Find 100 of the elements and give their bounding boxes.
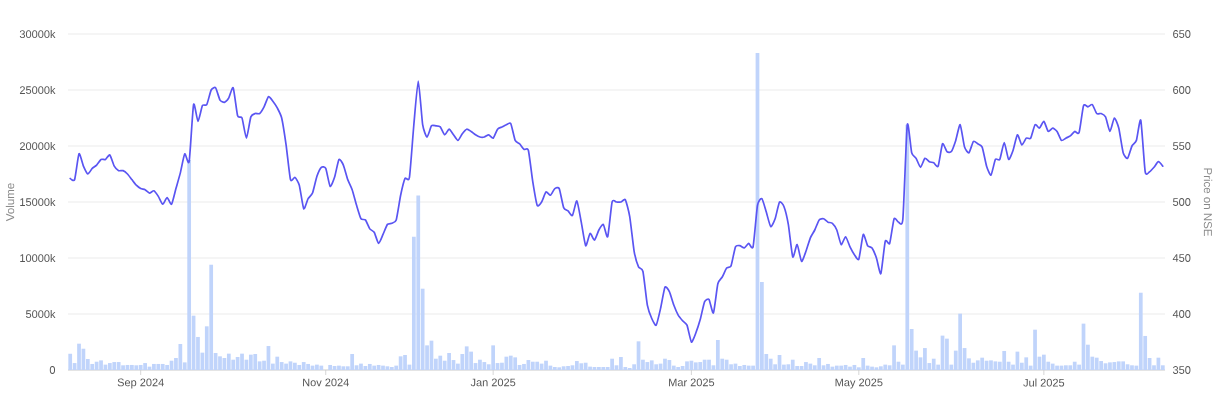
bar: [253, 353, 258, 370]
bar: [627, 367, 632, 370]
bar: [530, 361, 535, 370]
bar: [112, 362, 117, 370]
bar: [737, 365, 742, 370]
bar: [138, 364, 143, 370]
x-tick-label: Sep 2024: [117, 378, 164, 389]
bar: [94, 361, 99, 370]
y2-tick-label: 500: [1172, 198, 1191, 206]
bar: [1116, 361, 1121, 370]
bar: [535, 361, 540, 370]
bar: [1050, 363, 1055, 370]
bar: [804, 362, 808, 370]
bar: [790, 359, 795, 370]
bar: [504, 356, 509, 370]
bar: [931, 358, 936, 370]
bar: [874, 367, 879, 370]
bar: [341, 366, 346, 370]
bar: [649, 360, 654, 370]
y2-tick-label: 650: [1173, 30, 1191, 38]
bar: [619, 357, 623, 370]
bar: [1024, 357, 1029, 370]
y-tick-label: 5000k: [25, 309, 56, 319]
bar: [359, 363, 363, 370]
bar: [226, 353, 231, 370]
bar: [1041, 354, 1046, 370]
bar: [905, 124, 910, 370]
bar: [557, 367, 562, 370]
bar: [116, 362, 121, 370]
bar: [861, 358, 866, 370]
bar: [178, 344, 183, 370]
bar: [561, 366, 566, 370]
bar: [319, 365, 324, 370]
bar: [301, 362, 306, 370]
bar: [663, 358, 667, 370]
bar: [328, 364, 333, 370]
y-tick-label: 15000k: [20, 197, 56, 207]
bar: [416, 195, 421, 370]
bar: [134, 365, 139, 370]
bar: [574, 361, 579, 370]
bar: [350, 353, 355, 370]
line-series: [69, 80, 1164, 343]
bar: [707, 359, 711, 370]
bar: [579, 363, 584, 370]
bar: [1064, 365, 1068, 370]
bar: [786, 364, 791, 370]
bar: [878, 366, 883, 370]
bar: [1130, 365, 1134, 370]
y2-tick-label: 400: [1172, 310, 1191, 318]
bar: [121, 365, 125, 370]
bar: [583, 362, 588, 370]
bar: [90, 363, 95, 370]
bar: [478, 359, 482, 370]
y2-axis-title: Price on NSE: [1203, 168, 1213, 236]
bar: [248, 354, 253, 370]
bar: [923, 348, 927, 370]
bar: [130, 364, 134, 370]
bar: [143, 363, 147, 370]
bar: [1094, 357, 1099, 370]
bar: [1002, 350, 1007, 370]
bar: [218, 356, 222, 370]
bar: [367, 363, 372, 370]
x-tick-label: Jan 2025: [470, 378, 516, 387]
y-tick-label: 25000k: [19, 85, 56, 95]
bar: [315, 364, 319, 370]
bar: [601, 366, 606, 370]
bar: [975, 360, 980, 370]
y-tick-label: 0: [49, 366, 56, 374]
bar: [742, 364, 747, 370]
bar: [685, 361, 689, 370]
bar: [826, 363, 830, 370]
bar: [958, 313, 963, 370]
bar: [306, 363, 310, 370]
bar: [870, 366, 874, 370]
bar: [275, 356, 280, 370]
bar: [729, 364, 733, 370]
bar: [1138, 292, 1143, 370]
y-tick-label: 20000k: [19, 141, 56, 151]
y2-tick-label: 350: [1172, 366, 1191, 374]
bar: [240, 353, 244, 370]
bar: [676, 366, 681, 370]
bar: [1068, 365, 1073, 370]
bar: [513, 357, 518, 370]
x-tick-label: Jul 2025: [1023, 378, 1065, 387]
bar: [715, 339, 720, 370]
y2-tick-label: 600: [1173, 86, 1191, 94]
bar: [808, 363, 813, 370]
bar: [839, 365, 844, 370]
bar: [381, 365, 385, 370]
bar: [160, 363, 165, 370]
bar: [724, 359, 729, 370]
bar: [597, 366, 601, 370]
bar: [438, 355, 443, 370]
bar: [1072, 361, 1077, 370]
bar: [77, 343, 81, 370]
bar: [945, 338, 949, 370]
bar: [464, 346, 469, 370]
bar: [209, 264, 214, 370]
bar: [989, 360, 993, 370]
bar: [293, 362, 297, 370]
